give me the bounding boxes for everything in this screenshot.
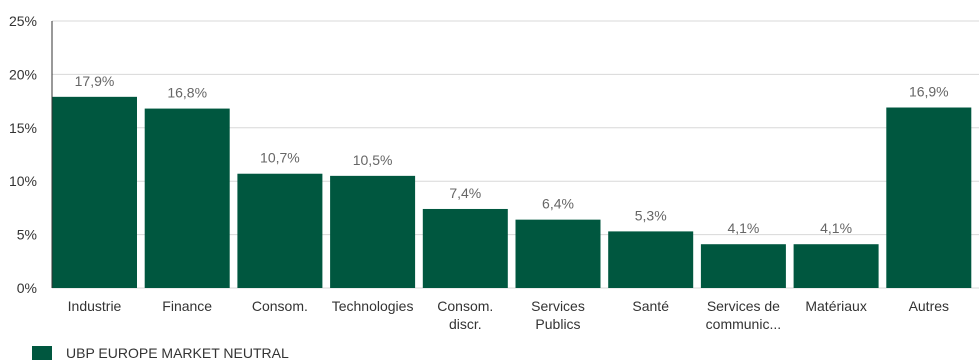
- y-tick-label: 25%: [9, 13, 37, 29]
- data-label: 16,9%: [909, 84, 949, 100]
- data-label: 10,5%: [353, 152, 393, 168]
- data-label: 17,9%: [75, 73, 115, 89]
- bar: [700, 244, 786, 288]
- bar: [422, 208, 508, 288]
- category-label: Technologies: [332, 298, 414, 314]
- category-label: communic...: [706, 316, 781, 332]
- data-labels: 17,9% 16,8% 10,7% 10,5% 7,4% 6,4% 5,3% 4,1% 4,1%…: [75, 73, 949, 236]
- data-label: 16,8%: [167, 85, 207, 101]
- data-label: 10,7%: [260, 150, 300, 166]
- y-tick-label: 10%: [9, 173, 37, 189]
- data-label: 7,4%: [449, 185, 481, 201]
- category-labels: Industrie Finance Consom. Technologies Conso…: [68, 298, 949, 332]
- bar: [330, 175, 416, 288]
- bar: [52, 96, 137, 288]
- category-label: Finance: [162, 298, 212, 314]
- y-tick-label: 0%: [17, 280, 37, 296]
- bar: [608, 231, 694, 288]
- bar: [793, 244, 879, 288]
- bar: [515, 219, 601, 288]
- y-tick-label: 20%: [9, 66, 37, 82]
- bar: [144, 108, 230, 289]
- legend-swatch: [32, 346, 52, 360]
- bars: [52, 96, 972, 289]
- category-label: Santé: [632, 298, 669, 314]
- data-label: 4,1%: [727, 220, 759, 236]
- category-label: Matériaux: [805, 298, 866, 314]
- category-label: discr.: [449, 316, 482, 332]
- data-label: 4,1%: [820, 220, 852, 236]
- bar: [237, 173, 323, 288]
- category-label: Industrie: [68, 298, 122, 314]
- category-label: Autres: [909, 298, 949, 314]
- category-label: Services de: [707, 298, 780, 314]
- y-tick-label: 15%: [9, 120, 37, 136]
- bar: [886, 107, 972, 289]
- legend: UBP EUROPE MARKET NEUTRAL: [32, 345, 289, 361]
- category-label: Consom.: [437, 298, 493, 314]
- data-label: 5,3%: [635, 207, 667, 223]
- category-label: Services: [531, 298, 585, 314]
- y-axis-ticks: 0% 5% 10% 15% 20% 25%: [9, 13, 37, 296]
- y-tick-label: 5%: [17, 227, 37, 243]
- category-label: Consom.: [252, 298, 308, 314]
- category-label: Publics: [535, 316, 580, 332]
- data-label: 6,4%: [542, 196, 574, 212]
- legend-label: UBP EUROPE MARKET NEUTRAL: [66, 345, 289, 361]
